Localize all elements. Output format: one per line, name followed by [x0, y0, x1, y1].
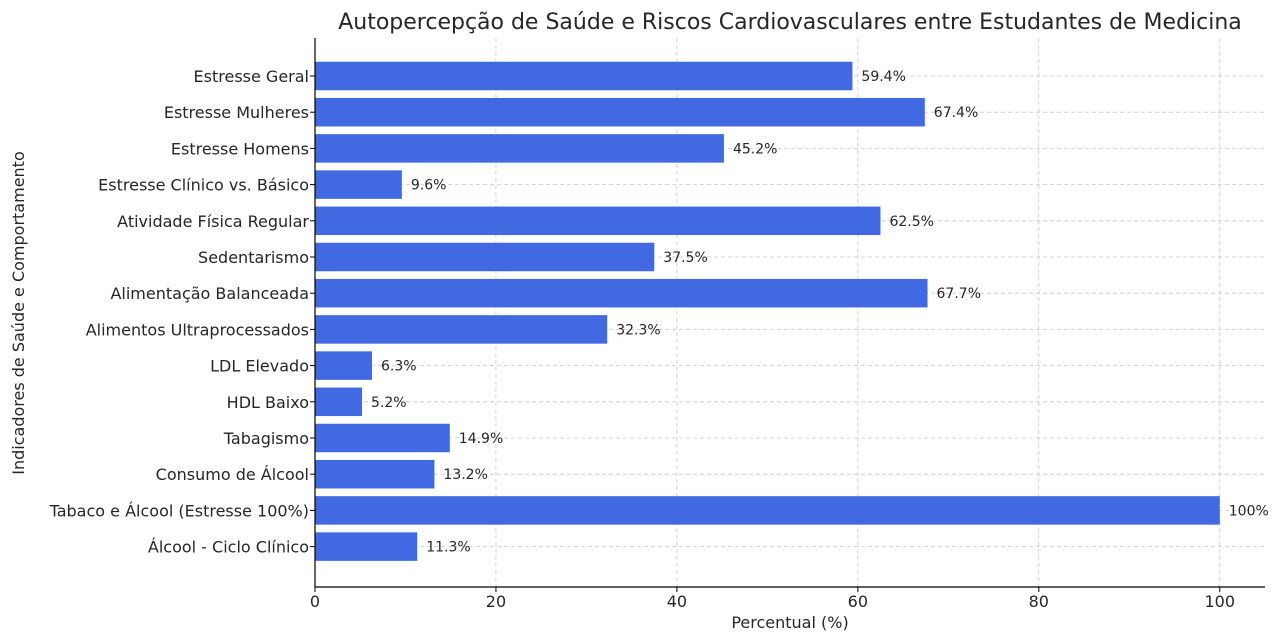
- category-label: Tabagismo: [223, 429, 309, 448]
- labels-layer: 0 20 40 60 80 100 Estresse Geral 59.4% Estresse …: [49, 67, 1269, 611]
- bar: [315, 61, 853, 91]
- data-label: 67.7%: [937, 286, 981, 302]
- bar: [315, 170, 402, 199]
- data-label: 67.4%: [934, 105, 978, 121]
- bar: [315, 206, 881, 236]
- x-tick-label: 40: [667, 592, 687, 611]
- data-label: 37.5%: [663, 250, 707, 266]
- bar: [315, 459, 435, 489]
- axes-layer: [310, 38, 1265, 592]
- x-tick-label: 100: [1204, 592, 1235, 611]
- bar: [315, 532, 418, 561]
- bar: [315, 496, 1220, 525]
- category-label: LDL Elevado: [210, 357, 309, 376]
- data-label: 32.3%: [616, 322, 660, 338]
- x-tick-label: 20: [486, 592, 506, 611]
- category-label: Sedentarismo: [198, 248, 309, 267]
- data-label: 11.3%: [426, 540, 470, 556]
- data-label: 59.4%: [861, 69, 905, 85]
- bar: [315, 423, 450, 453]
- category-label: Atividade Física Regular: [117, 212, 309, 231]
- x-tick-label: 0: [310, 592, 320, 611]
- bar: [315, 97, 925, 127]
- data-label: 5.2%: [371, 395, 407, 411]
- x-tick-label: 80: [1029, 592, 1049, 611]
- data-label: 45.2%: [733, 141, 777, 157]
- bar: [315, 387, 363, 417]
- bar: [315, 134, 724, 163]
- data-label: 62.5%: [889, 214, 933, 230]
- data-label: 9.6%: [411, 178, 447, 194]
- bar: [315, 242, 655, 272]
- data-label: 13.2%: [443, 467, 487, 483]
- data-label: 100%: [1229, 503, 1269, 519]
- category-label: Alimentação Balanceada: [110, 284, 309, 303]
- bar: [315, 278, 928, 308]
- category-label: Consumo de Álcool: [156, 465, 309, 484]
- category-label: Estresse Homens: [171, 139, 309, 158]
- bar: [315, 315, 608, 344]
- bar: [315, 351, 372, 380]
- category-label: Tabaco e Álcool (Estresse 100%): [49, 501, 309, 520]
- data-label: 6.3%: [381, 359, 417, 375]
- x-axis-label: Percentual (%): [731, 613, 848, 632]
- category-label: Estresse Clínico vs. Básico: [98, 176, 309, 195]
- category-label: Álcool - Ciclo Clínico: [148, 538, 309, 557]
- category-label: Estresse Geral: [194, 67, 309, 86]
- data-label: 14.9%: [459, 431, 503, 447]
- y-axis-label: Indicadores de Saúde e Comportamento: [9, 151, 28, 474]
- x-tick-label: 60: [848, 592, 868, 611]
- category-label: HDL Baixo: [227, 393, 309, 412]
- chart-title: Autopercepção de Saúde e Riscos Cardiova…: [338, 10, 1242, 35]
- bars-layer: [315, 61, 1220, 561]
- category-label: Alimentos Ultraprocessados: [86, 320, 309, 339]
- category-label: Estresse Mulheres: [164, 103, 309, 122]
